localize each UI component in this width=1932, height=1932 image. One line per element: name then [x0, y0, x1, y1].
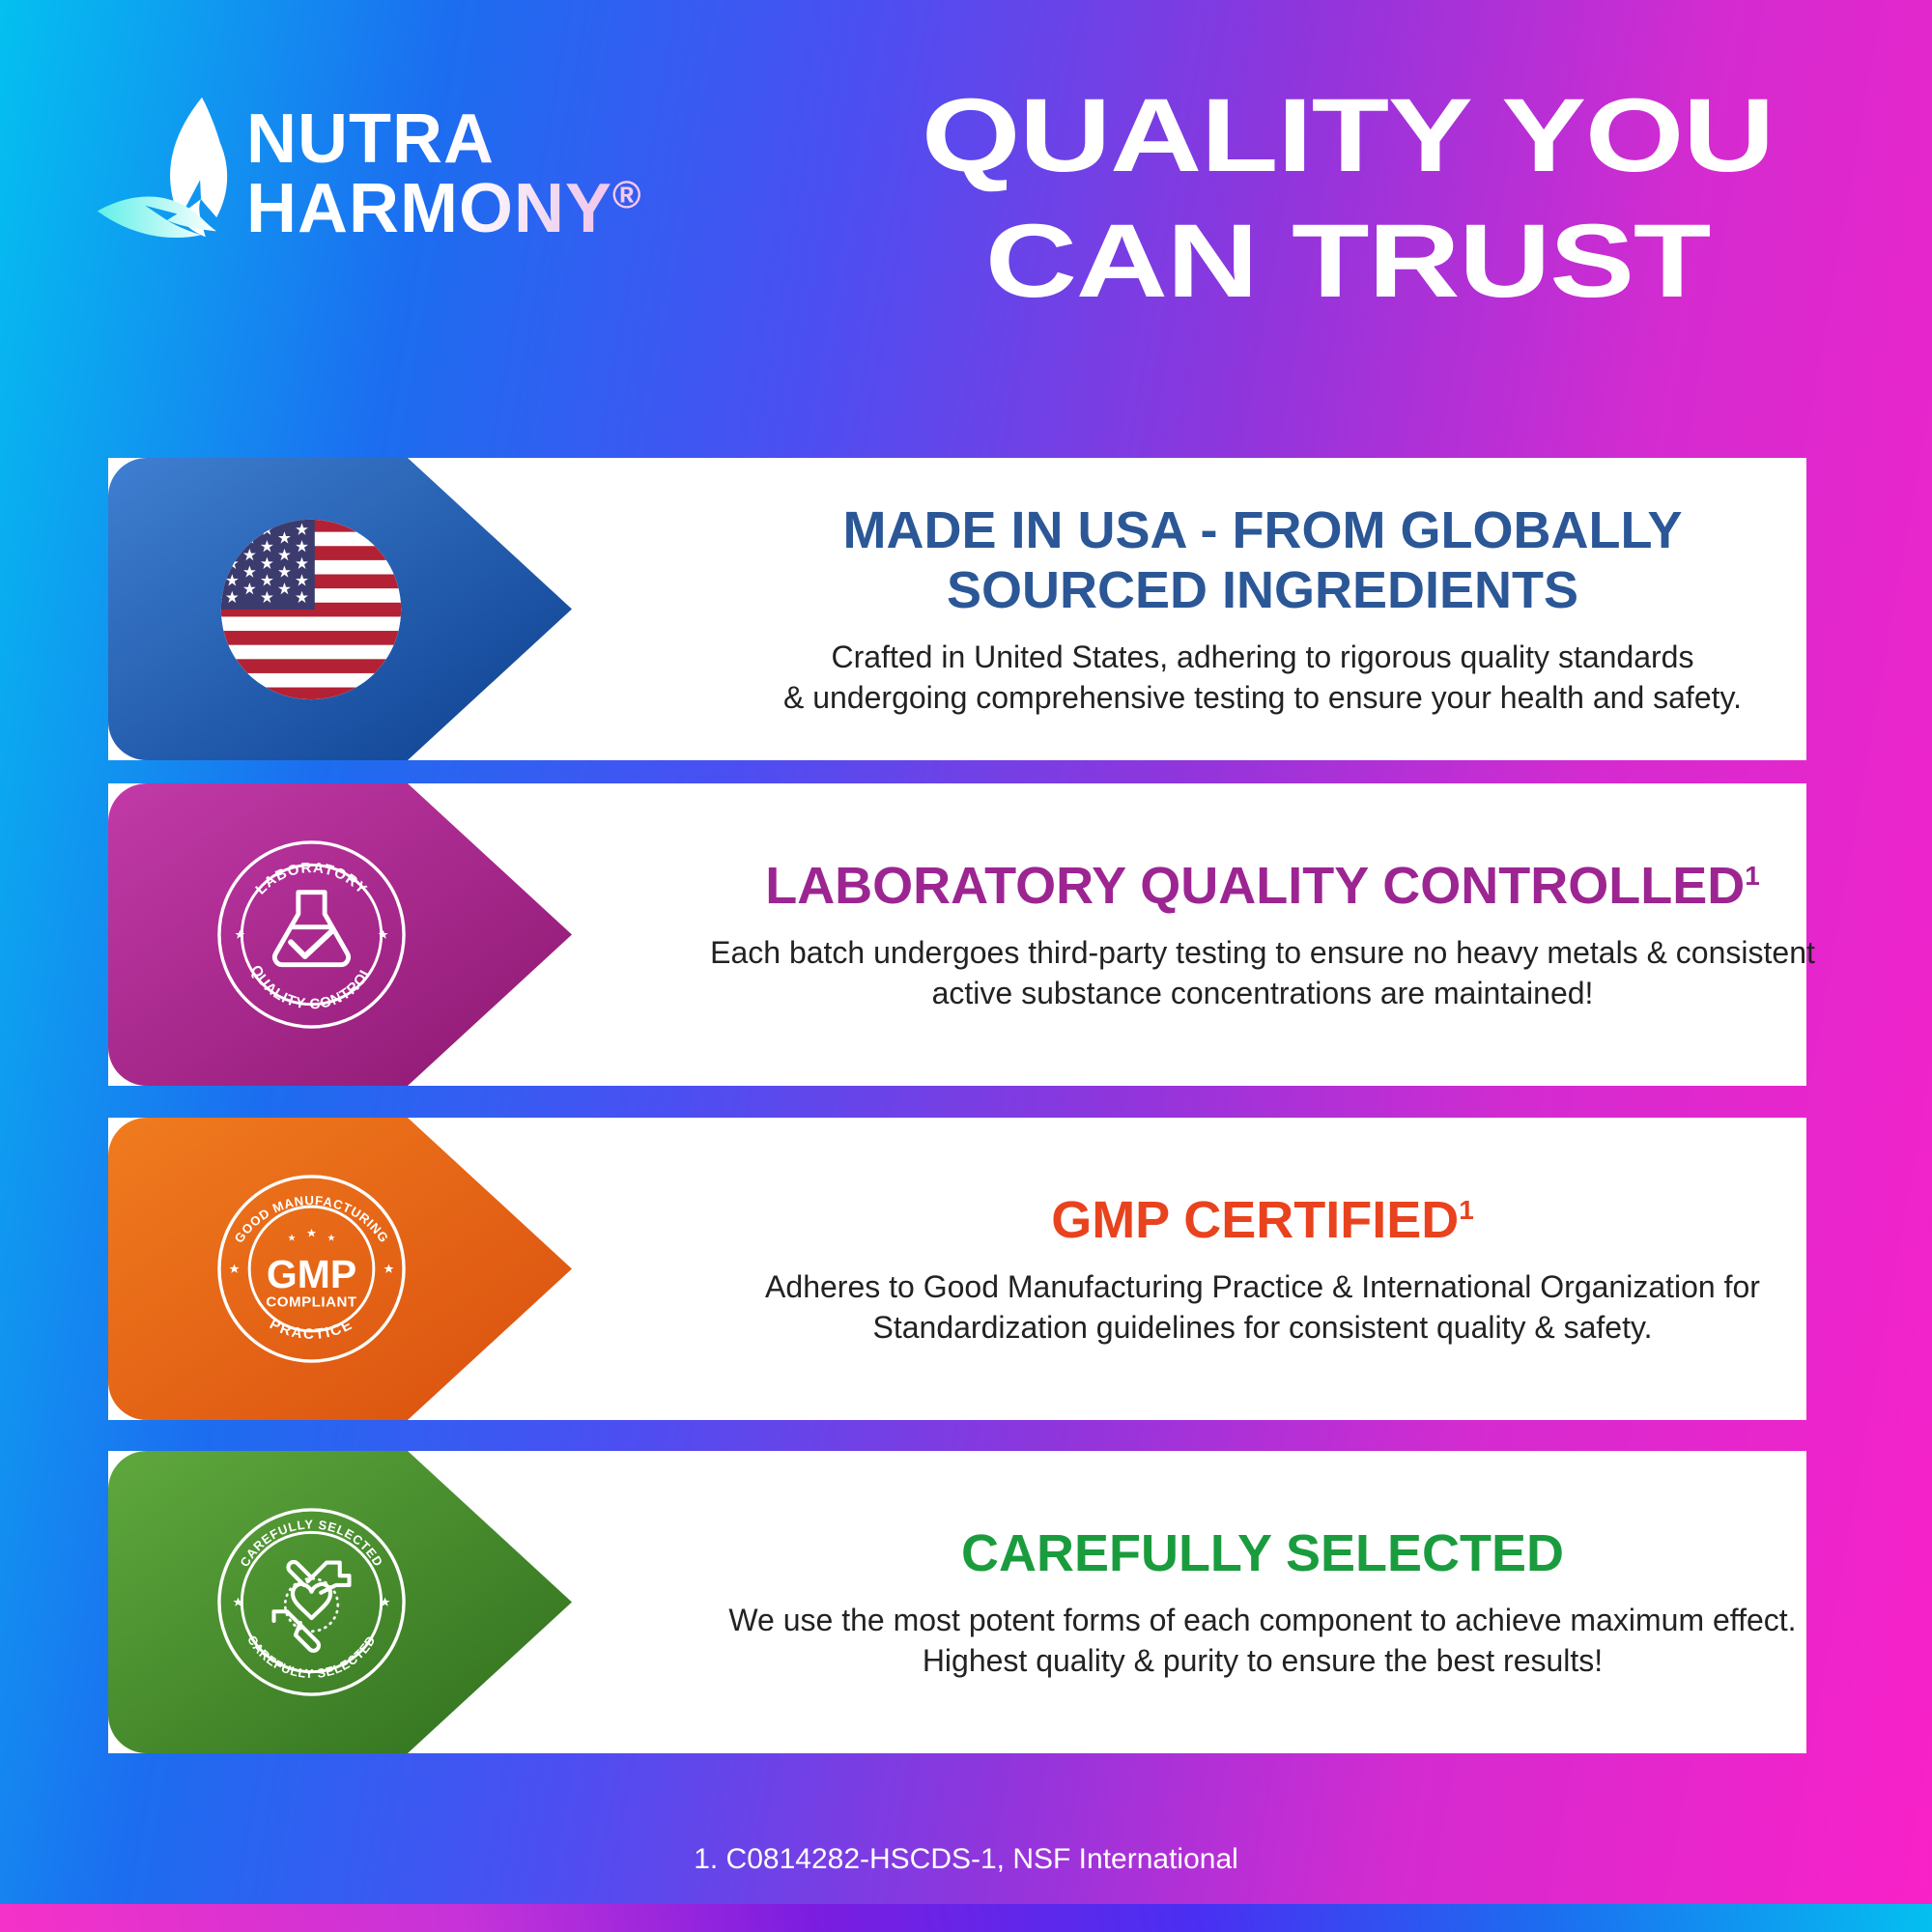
- svg-text:GOOD MANUFACTURING: GOOD MANUFACTURING: [231, 1193, 391, 1245]
- svg-text:QUALITY CONTROL: QUALITY CONTROL: [246, 963, 375, 1013]
- svg-text:GMP: GMP: [266, 1252, 355, 1296]
- svg-text:CAREFULLY SELECTED: CAREFULLY SELECTED: [244, 1633, 379, 1681]
- svg-text:COMPLIANT: COMPLIANT: [266, 1294, 356, 1311]
- svg-text:PRACTICE: PRACTICE: [267, 1316, 355, 1343]
